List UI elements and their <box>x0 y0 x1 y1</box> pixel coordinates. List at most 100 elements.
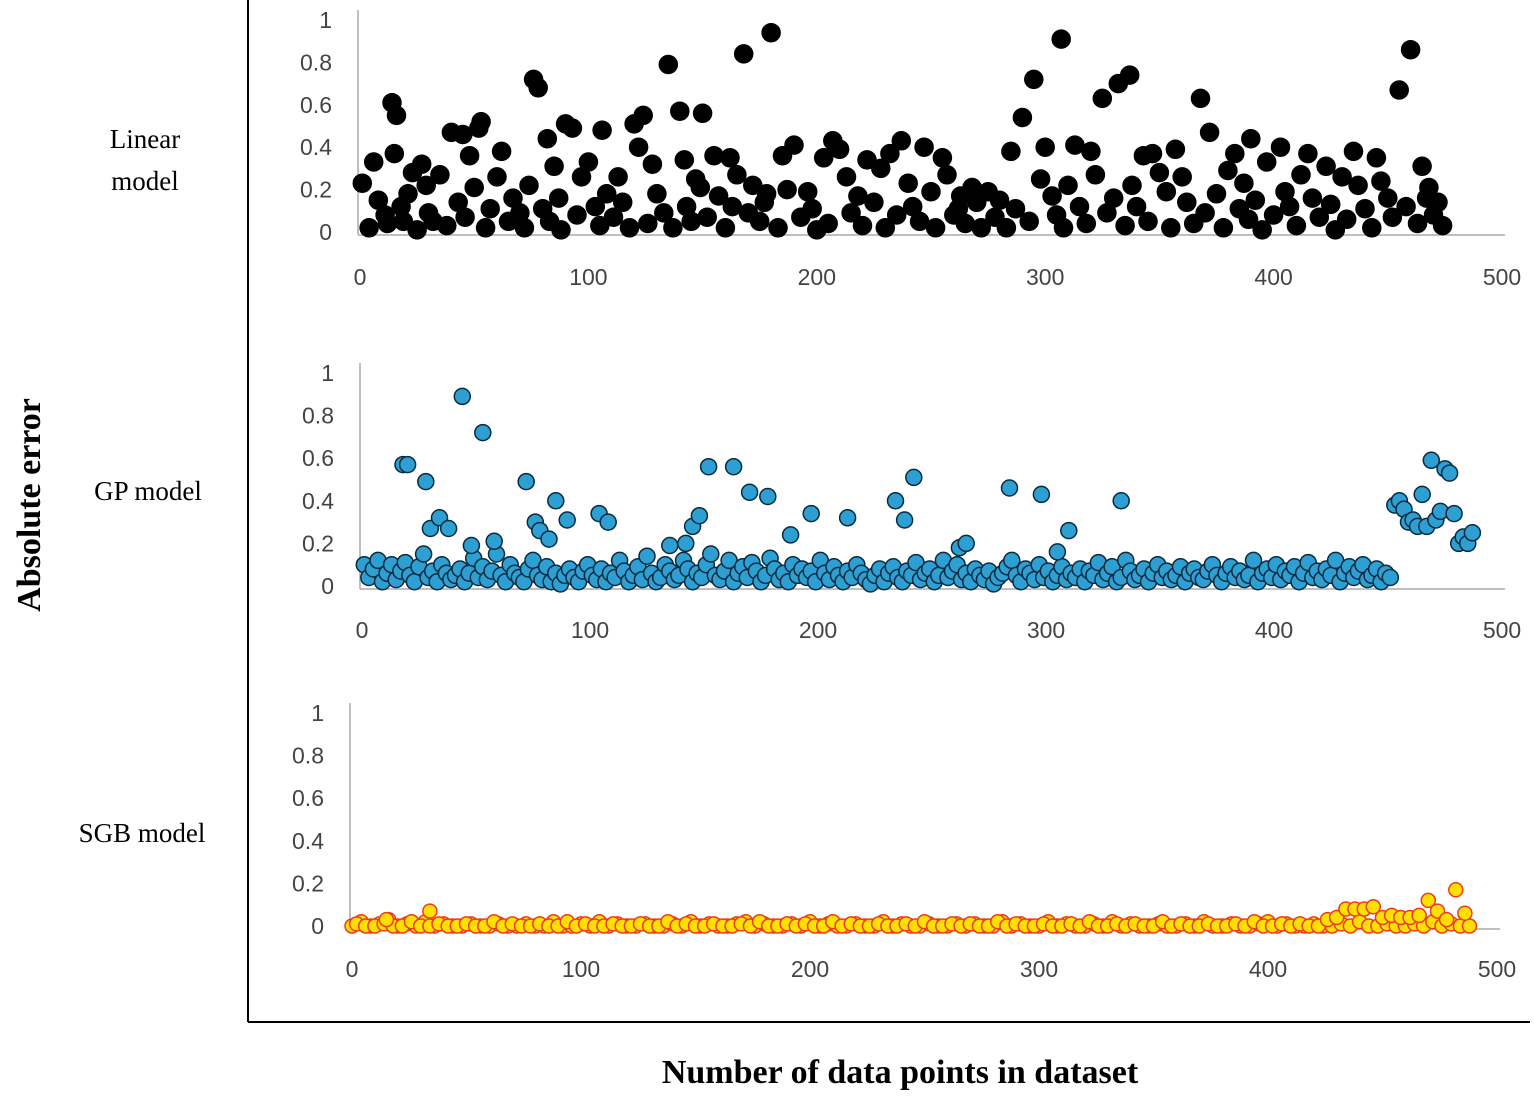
linear-data-point <box>514 218 535 238</box>
linear-data-point <box>1035 137 1055 157</box>
linear-data-point <box>1309 207 1330 227</box>
panel-sgb: 0 0.2 0.4 0.6 0.8 1 0 100 200 300 400 500 SGB model <box>79 700 1517 982</box>
linear-data-point <box>663 218 683 238</box>
linear-model-label: Linear model <box>110 124 180 196</box>
linear-data-point <box>1138 211 1158 232</box>
gp-x-tick-label: 0 <box>356 617 369 643</box>
linear-x-tick-label: 200 <box>798 264 836 290</box>
linear-data-point <box>1396 196 1416 217</box>
linear-data-point <box>475 218 496 238</box>
linear-data-point <box>727 165 747 185</box>
linear-data-point <box>578 152 599 172</box>
linear-data-point <box>1165 139 1186 160</box>
linear-data-point <box>1177 192 1197 213</box>
gp-data-point <box>1060 521 1078 540</box>
gp-data-point <box>690 506 709 525</box>
gp-data-point <box>517 472 535 491</box>
gp-data-point <box>1445 504 1463 523</box>
linear-data-point <box>836 167 857 187</box>
linear-data-point <box>829 139 850 160</box>
linear-data-point <box>937 165 957 185</box>
linear-data-point <box>455 207 475 227</box>
sgb-x-tick-label: 100 <box>562 956 600 982</box>
gp-data-point <box>485 532 503 551</box>
linear-data-point <box>562 118 583 138</box>
linear-data-point <box>1156 181 1177 202</box>
linear-data-point <box>802 198 822 219</box>
linear-data-point <box>1382 207 1403 227</box>
linear-data-point <box>1213 218 1234 238</box>
gp-data-point <box>1048 543 1067 561</box>
linear-data-point <box>891 131 912 151</box>
linear-data-point <box>1225 143 1245 164</box>
linear-data-point <box>1161 218 1181 238</box>
sgb-model-label: SGB model <box>79 818 206 848</box>
linear-data-point <box>1332 167 1352 187</box>
gp-y-tick-label: 0 <box>321 573 334 599</box>
linear-model-label-line: model <box>111 166 179 196</box>
sgb-data-point <box>1438 911 1455 928</box>
sgb-data-point <box>1420 892 1437 909</box>
linear-data-point <box>1263 205 1284 225</box>
sgb-data-point <box>1411 907 1427 924</box>
linear-data-point <box>1030 169 1051 189</box>
linear-data-point <box>1355 198 1375 219</box>
linear-data-point <box>1001 141 1021 162</box>
linear-data-point <box>784 135 804 155</box>
linear-data-point <box>619 218 640 238</box>
sgb-x-tick-label: 500 <box>1478 956 1516 982</box>
linear-data-point <box>1172 167 1192 187</box>
gp-data-point <box>1422 451 1441 470</box>
linear-data-point <box>1256 152 1277 172</box>
linear-data-point <box>857 150 877 170</box>
linear-data-point <box>681 211 701 232</box>
linear-data-point <box>1119 65 1140 85</box>
linear-data-point <box>1053 218 1074 238</box>
gp-data-point <box>638 547 656 565</box>
linear-data-point <box>1412 156 1432 177</box>
linear-data-point <box>487 167 507 187</box>
linear-data-point <box>932 148 953 168</box>
linear-data-point <box>1218 160 1238 181</box>
linear-data-point <box>996 218 1017 238</box>
linear-data-point <box>416 175 436 196</box>
linear-model-label-line: Linear <box>110 124 180 154</box>
linear-data-point <box>1241 128 1261 149</box>
linear-data-point <box>1238 209 1259 230</box>
linear-x-tick-label: 0 <box>354 264 367 290</box>
linear-x-tick-label: 100 <box>569 264 607 290</box>
linear-data-point <box>407 220 427 240</box>
sgb-x-tick-label: 0 <box>346 956 359 982</box>
gp-y-tick-label: 0.2 <box>302 530 334 556</box>
gp-data-point <box>599 513 617 531</box>
sgb-y-tick-label: 0.8 <box>292 743 324 769</box>
linear-x-tick-label: 400 <box>1254 264 1292 290</box>
linear-data-point <box>633 105 653 126</box>
linear-data-point <box>1302 188 1323 208</box>
linear-y-tick-label: 0.4 <box>300 134 332 160</box>
linear-data-point <box>875 218 896 238</box>
linear-data-point <box>551 220 571 240</box>
linear-data-point <box>491 141 512 162</box>
gp-data-point <box>1032 485 1051 504</box>
gp-data-point <box>1381 568 1400 587</box>
linear-data-point <box>1081 141 1101 162</box>
linear-y-tick-label: 1 <box>319 7 332 33</box>
linear-data-point <box>898 173 918 193</box>
sgb-y-tick-label: 0 <box>311 913 324 939</box>
linear-data-point <box>1206 184 1227 204</box>
sgb-y-tick-label: 0.2 <box>292 870 324 896</box>
linear-data-point <box>480 198 500 219</box>
linear-data-point <box>1142 143 1163 164</box>
gp-data-point <box>1000 479 1019 497</box>
linear-data-point <box>1115 215 1135 236</box>
linear-data-point <box>471 112 491 132</box>
linear-data-point <box>749 211 770 232</box>
linear-data-point <box>386 105 407 126</box>
linear-data-point <box>459 145 480 166</box>
gp-data-point <box>699 457 718 476</box>
linear-data-point <box>1320 194 1341 215</box>
linear-data-point <box>674 150 695 170</box>
sgb-data-point <box>1461 918 1478 934</box>
linear-data-point <box>1336 209 1357 230</box>
